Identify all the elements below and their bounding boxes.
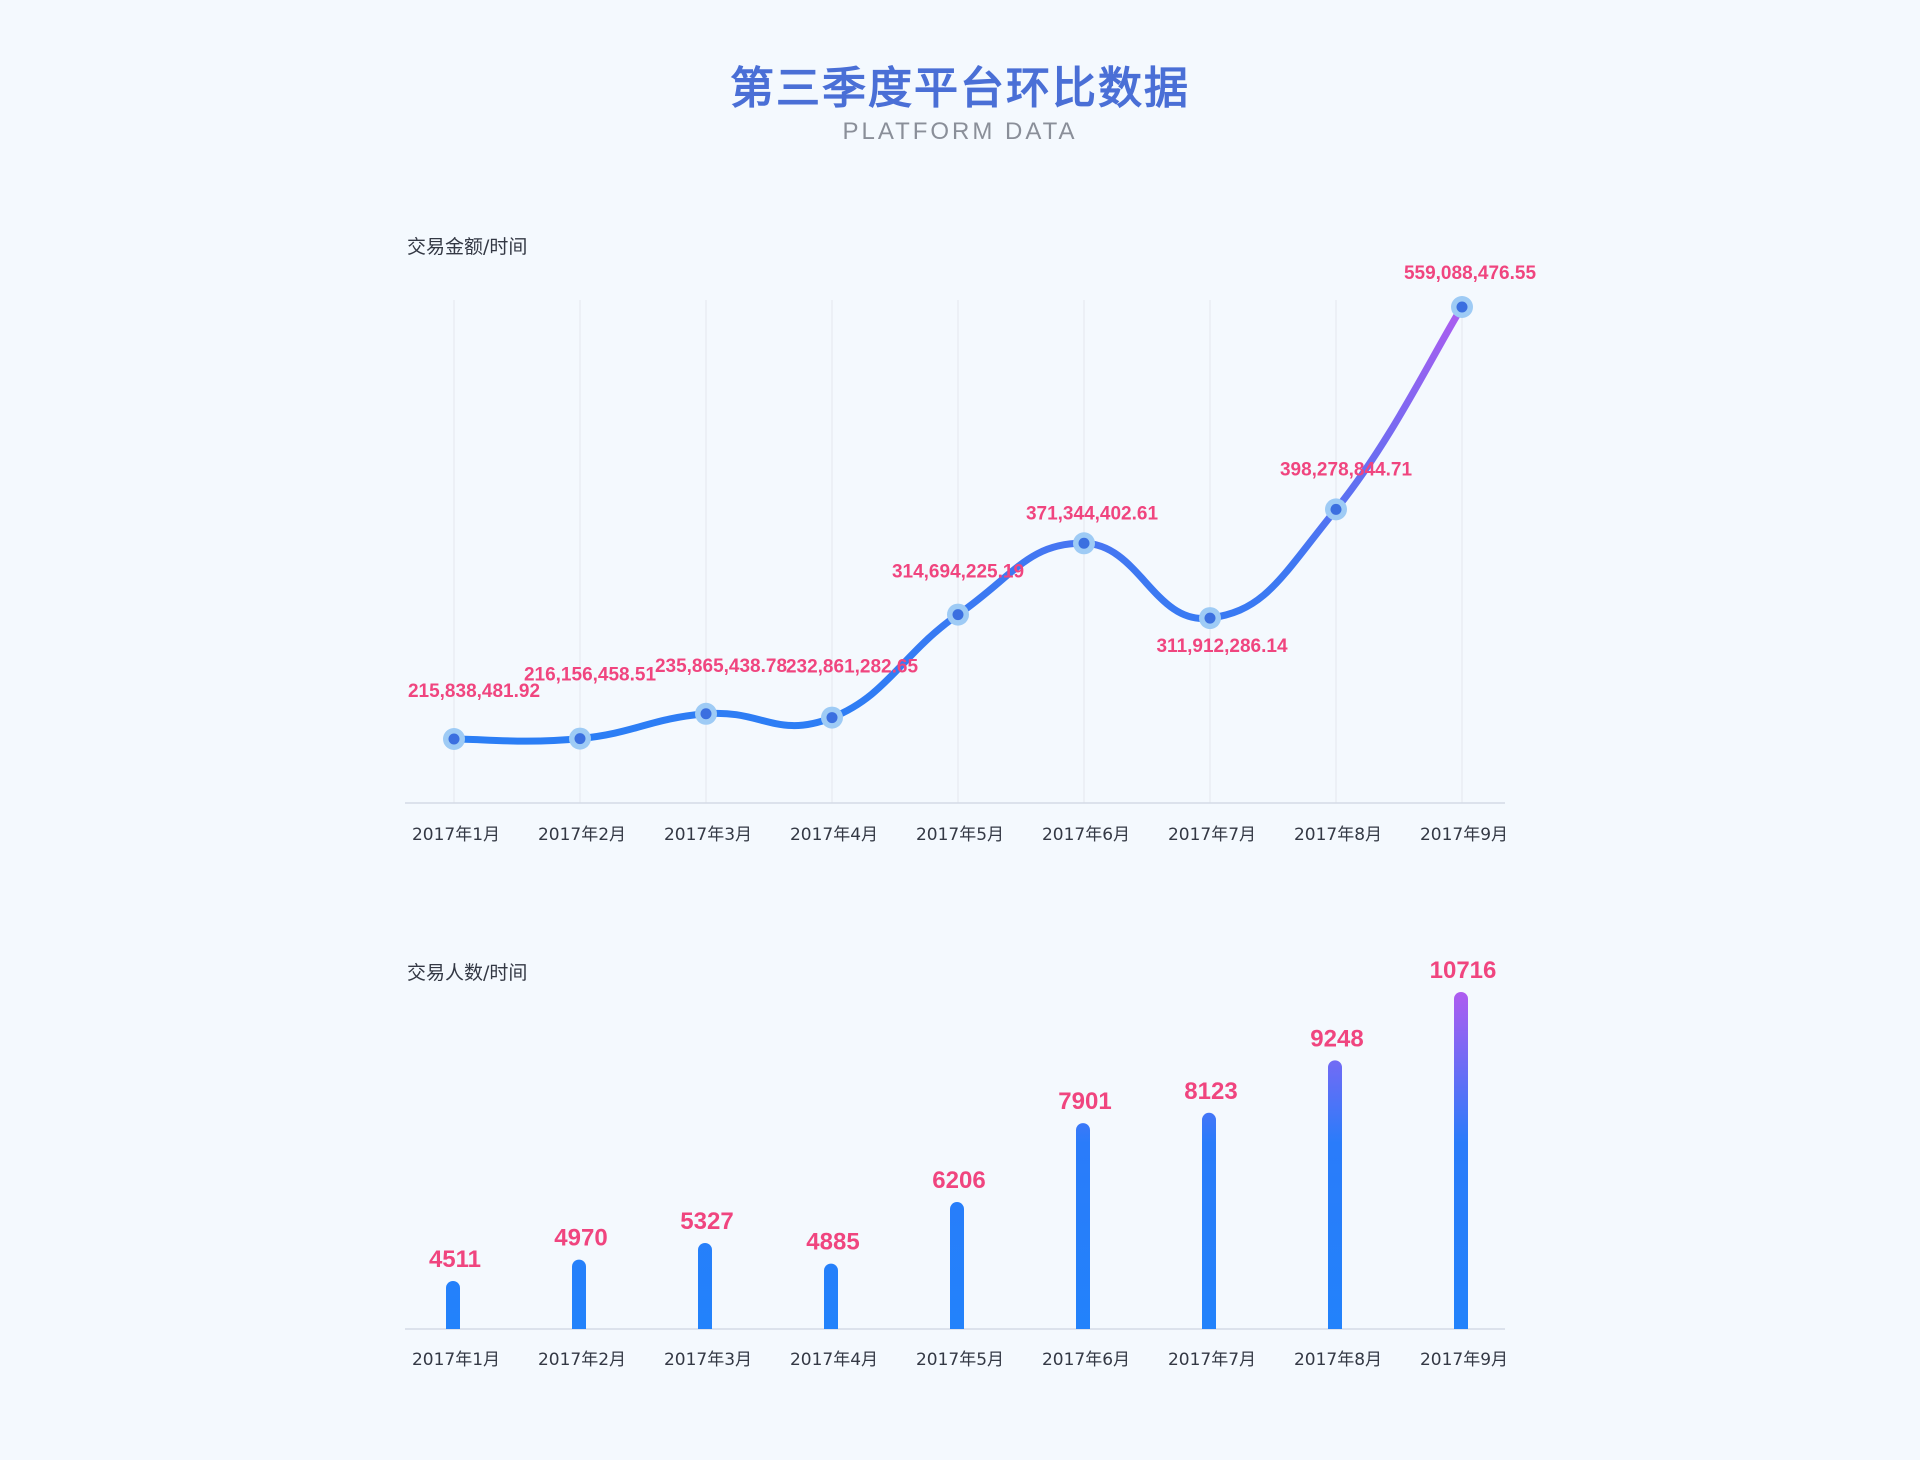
- bar-base: [1202, 1319, 1216, 1329]
- line-value-label: 216,156,458.51: [524, 665, 657, 686]
- line-chart-title: 交易金额/时间: [407, 236, 528, 258]
- x-tick-label: 2017年6月: [1042, 1350, 1130, 1370]
- data-point: [1456, 301, 1468, 313]
- data-point: [574, 733, 586, 745]
- x-tick-label: 2017年7月: [1168, 1350, 1256, 1370]
- bar-base: [1328, 1319, 1342, 1329]
- line-value-label: 371,344,402.61: [1026, 503, 1159, 524]
- bar-value-label: 9248: [1310, 1025, 1363, 1052]
- x-tick-label: 2017年1月: [412, 825, 500, 845]
- page-title: 第三季度平台环比数据: [730, 63, 1190, 114]
- data-point: [826, 712, 838, 724]
- data-point: [700, 708, 712, 720]
- line-value-label: 314,694,225.19: [892, 562, 1024, 583]
- bar-value-label: 6206: [932, 1167, 985, 1194]
- bar-base: [1076, 1319, 1090, 1329]
- x-tick-label: 2017年6月: [1042, 825, 1130, 845]
- line-value-label: 232,861,282.65: [786, 657, 919, 678]
- x-tick-label: 2017年3月: [664, 825, 752, 845]
- x-tick-label: 2017年2月: [538, 825, 626, 845]
- page-subtitle: PLATFORM DATA: [842, 118, 1078, 145]
- x-tick-label: 2017年7月: [1168, 825, 1256, 845]
- line-series: [450, 303, 1466, 745]
- bar-base: [698, 1319, 712, 1329]
- line-chart: 215,838,481.92216,156,458.51235,865,438.…: [405, 263, 1537, 845]
- bar-base: [446, 1319, 460, 1329]
- x-tick-label: 2017年8月: [1294, 825, 1382, 845]
- bar-value-label: 4970: [554, 1225, 607, 1252]
- bar-value-label: 8123: [1184, 1078, 1237, 1105]
- line-value-label: 311,912,286.14: [1156, 636, 1287, 657]
- bar: [1454, 992, 1468, 1329]
- bar: [950, 1202, 964, 1329]
- x-tick-label: 2017年8月: [1294, 1350, 1382, 1370]
- data-point: [952, 609, 964, 621]
- x-tick-label: 2017年5月: [916, 1350, 1004, 1370]
- bar-chart-title: 交易人数/时间: [407, 962, 528, 984]
- line-value-label: 398,278,844.71: [1280, 459, 1413, 480]
- x-tick-label: 2017年5月: [916, 825, 1004, 845]
- bar-value-label: 4885: [806, 1229, 859, 1256]
- x-tick-label: 2017年9月: [1420, 825, 1508, 845]
- line-value-label: 235,865,438.78: [655, 656, 787, 677]
- bar-value-label: 4511: [429, 1246, 481, 1273]
- bar: [1328, 1060, 1342, 1329]
- bar-value-label: 5327: [680, 1208, 733, 1235]
- bar-value-label: 7901: [1058, 1088, 1111, 1115]
- bar: [1076, 1123, 1090, 1329]
- line-value-label: 559,088,476.55: [1404, 263, 1537, 284]
- bar-value-label: 10716: [1430, 957, 1497, 984]
- x-tick-label: 2017年4月: [790, 1350, 878, 1370]
- data-point: [1078, 537, 1090, 549]
- bar-base: [824, 1319, 838, 1329]
- line-value-label: 215,838,481.92: [408, 681, 540, 702]
- data-point: [1204, 612, 1216, 624]
- x-tick-label: 2017年4月: [790, 825, 878, 845]
- bar: [572, 1259, 586, 1329]
- bar-base: [950, 1319, 964, 1329]
- bar: [698, 1242, 712, 1329]
- data-point: [448, 733, 460, 745]
- bar-base: [1454, 1319, 1468, 1329]
- x-tick-label: 2017年3月: [664, 1350, 752, 1370]
- bar-base: [572, 1319, 586, 1329]
- x-tick-label: 2017年2月: [538, 1350, 626, 1370]
- bar: [1202, 1112, 1216, 1329]
- bar: [824, 1263, 838, 1329]
- x-tick-label: 2017年1月: [412, 1350, 500, 1370]
- x-tick-label: 2017年9月: [1420, 1350, 1508, 1370]
- data-point: [1330, 503, 1342, 515]
- bar: [446, 1281, 460, 1329]
